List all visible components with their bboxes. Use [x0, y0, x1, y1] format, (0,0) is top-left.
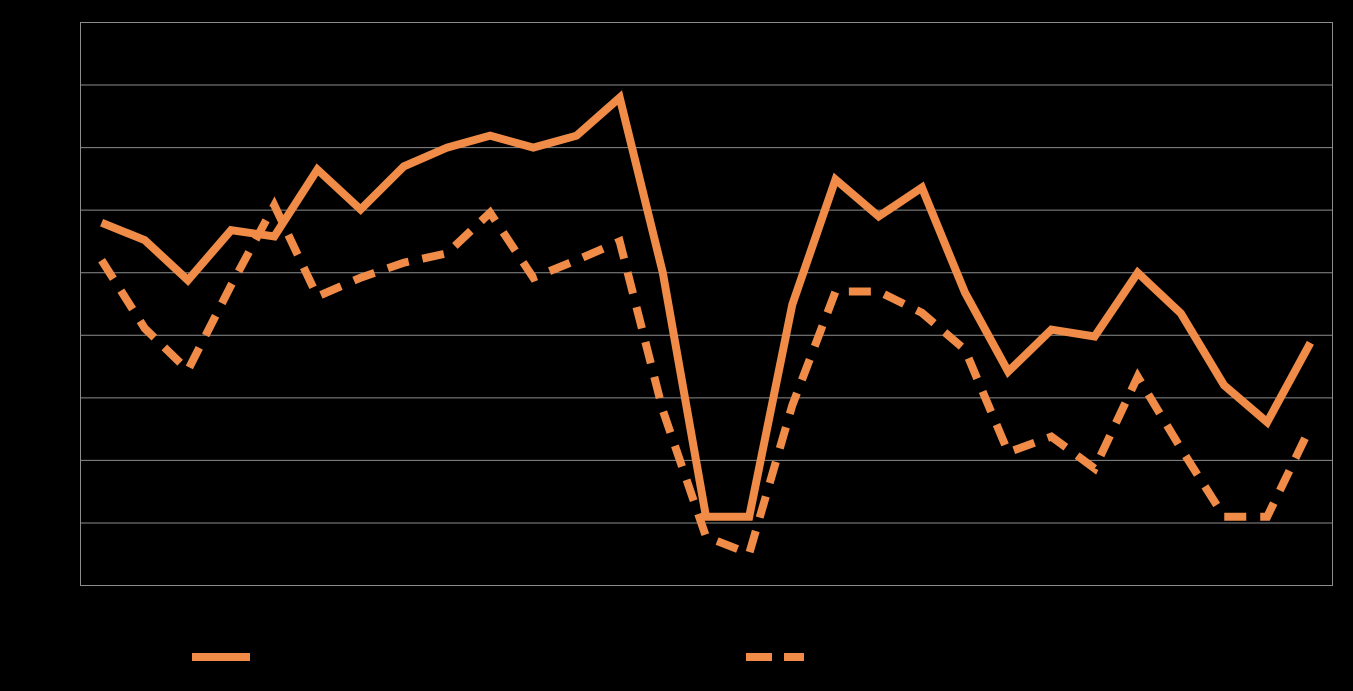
line-series — [100, 90, 1314, 521]
line-series — [98, 196, 1315, 559]
